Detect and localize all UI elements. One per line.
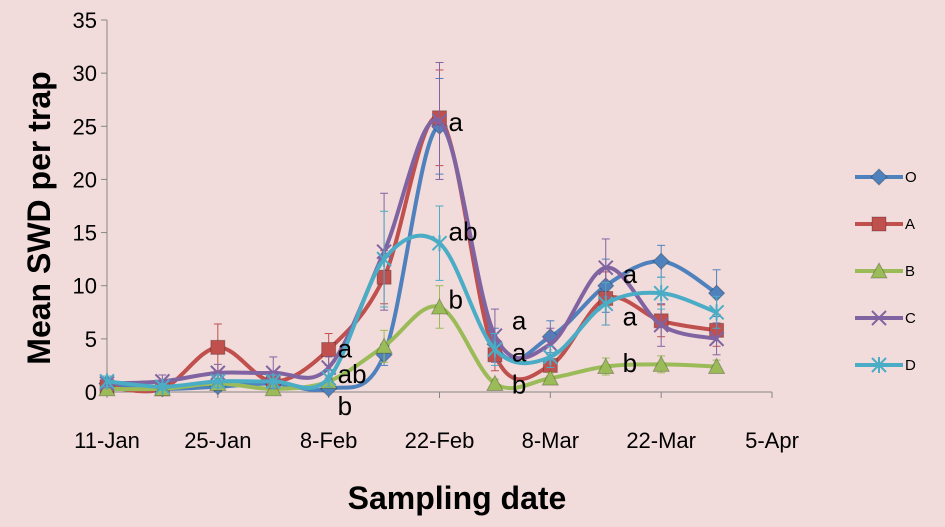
data-point bbox=[431, 235, 448, 252]
significance-label: ab bbox=[338, 359, 367, 389]
legend-item-C: C bbox=[855, 310, 916, 327]
data-point bbox=[210, 373, 226, 390]
data-point bbox=[708, 331, 725, 347]
axes-group: 0 5 10 15 20 25 30 35 11-Jan 25-Jan 8-Feb 22-Feb 8-M… bbox=[73, 8, 799, 453]
data-point bbox=[598, 295, 614, 312]
legend-label: C bbox=[905, 310, 916, 327]
y-tick-label: 10 bbox=[73, 274, 97, 299]
x-tick-label: 5-Apr bbox=[745, 428, 799, 453]
significance-label: a bbox=[512, 306, 527, 336]
x-tick-label: 25-Jan bbox=[184, 428, 251, 453]
data-point bbox=[99, 373, 115, 390]
y-axis-title: Mean SWD per trap bbox=[21, 71, 57, 364]
y-tick-label: 0 bbox=[85, 380, 97, 405]
y-tick-label: 15 bbox=[73, 221, 97, 246]
data-point bbox=[541, 369, 560, 386]
significance-label: a bbox=[449, 107, 464, 137]
x-tick-label: 22-Feb bbox=[405, 428, 475, 453]
significance-label: b bbox=[623, 348, 637, 378]
data-point bbox=[542, 348, 559, 365]
y-tick-label: 20 bbox=[73, 167, 97, 192]
data-point bbox=[542, 336, 559, 352]
legend-label: O bbox=[905, 169, 917, 186]
data-point bbox=[653, 317, 669, 333]
legend-label: B bbox=[905, 263, 915, 280]
data-point bbox=[652, 355, 671, 372]
legend: O A B C D bbox=[855, 168, 917, 374]
significance-label: a bbox=[512, 338, 527, 368]
data-point bbox=[210, 339, 226, 355]
data-point bbox=[652, 252, 670, 270]
data-point bbox=[265, 373, 281, 390]
significance-label: a bbox=[338, 333, 353, 363]
y-tick-label: 30 bbox=[73, 61, 97, 86]
significance-label: a bbox=[623, 259, 638, 289]
data-point bbox=[598, 259, 614, 276]
legend-label: D bbox=[905, 357, 916, 374]
data-point bbox=[653, 285, 669, 302]
legend-marker bbox=[871, 216, 887, 232]
series-D bbox=[99, 205, 725, 395]
legend-item-O: O bbox=[855, 168, 917, 186]
data-point bbox=[486, 374, 504, 391]
y-tick-label: 5 bbox=[85, 327, 97, 352]
data-point bbox=[707, 357, 726, 374]
data-point bbox=[708, 304, 725, 321]
legend-marker bbox=[871, 310, 887, 326]
data-point bbox=[320, 370, 337, 387]
legend-marker bbox=[870, 168, 888, 186]
y-tick-label: 25 bbox=[73, 114, 97, 139]
legend-label: A bbox=[905, 216, 915, 233]
x-tick-label: 11-Jan bbox=[74, 428, 140, 453]
significance-label: b bbox=[338, 391, 352, 421]
significance-label: b bbox=[449, 284, 463, 314]
legend-item-D: D bbox=[855, 357, 916, 374]
data-point bbox=[596, 357, 615, 374]
y-tick-label: 35 bbox=[73, 8, 97, 33]
legend-item-B: B bbox=[855, 261, 915, 280]
significance-label: ab bbox=[449, 216, 478, 246]
data-point bbox=[154, 378, 171, 395]
series-line bbox=[105, 117, 719, 386]
x-axis-title: Sampling date bbox=[348, 480, 567, 516]
legend-item-A: A bbox=[855, 216, 915, 233]
data-point bbox=[431, 113, 448, 129]
significance-label: b bbox=[512, 369, 526, 399]
x-tick-label: 8-Feb bbox=[300, 428, 357, 453]
data-point bbox=[487, 341, 503, 358]
data-point bbox=[430, 297, 449, 315]
x-tick-label: 8-Mar bbox=[522, 428, 579, 453]
legend-marker bbox=[870, 261, 888, 279]
data-point bbox=[375, 337, 393, 354]
x-tick-label: 22-Mar bbox=[626, 428, 696, 453]
legend-marker bbox=[871, 357, 887, 373]
data-point bbox=[376, 251, 392, 268]
significance-label: a bbox=[623, 301, 638, 331]
series-group bbox=[98, 62, 726, 398]
data-point bbox=[321, 341, 337, 357]
